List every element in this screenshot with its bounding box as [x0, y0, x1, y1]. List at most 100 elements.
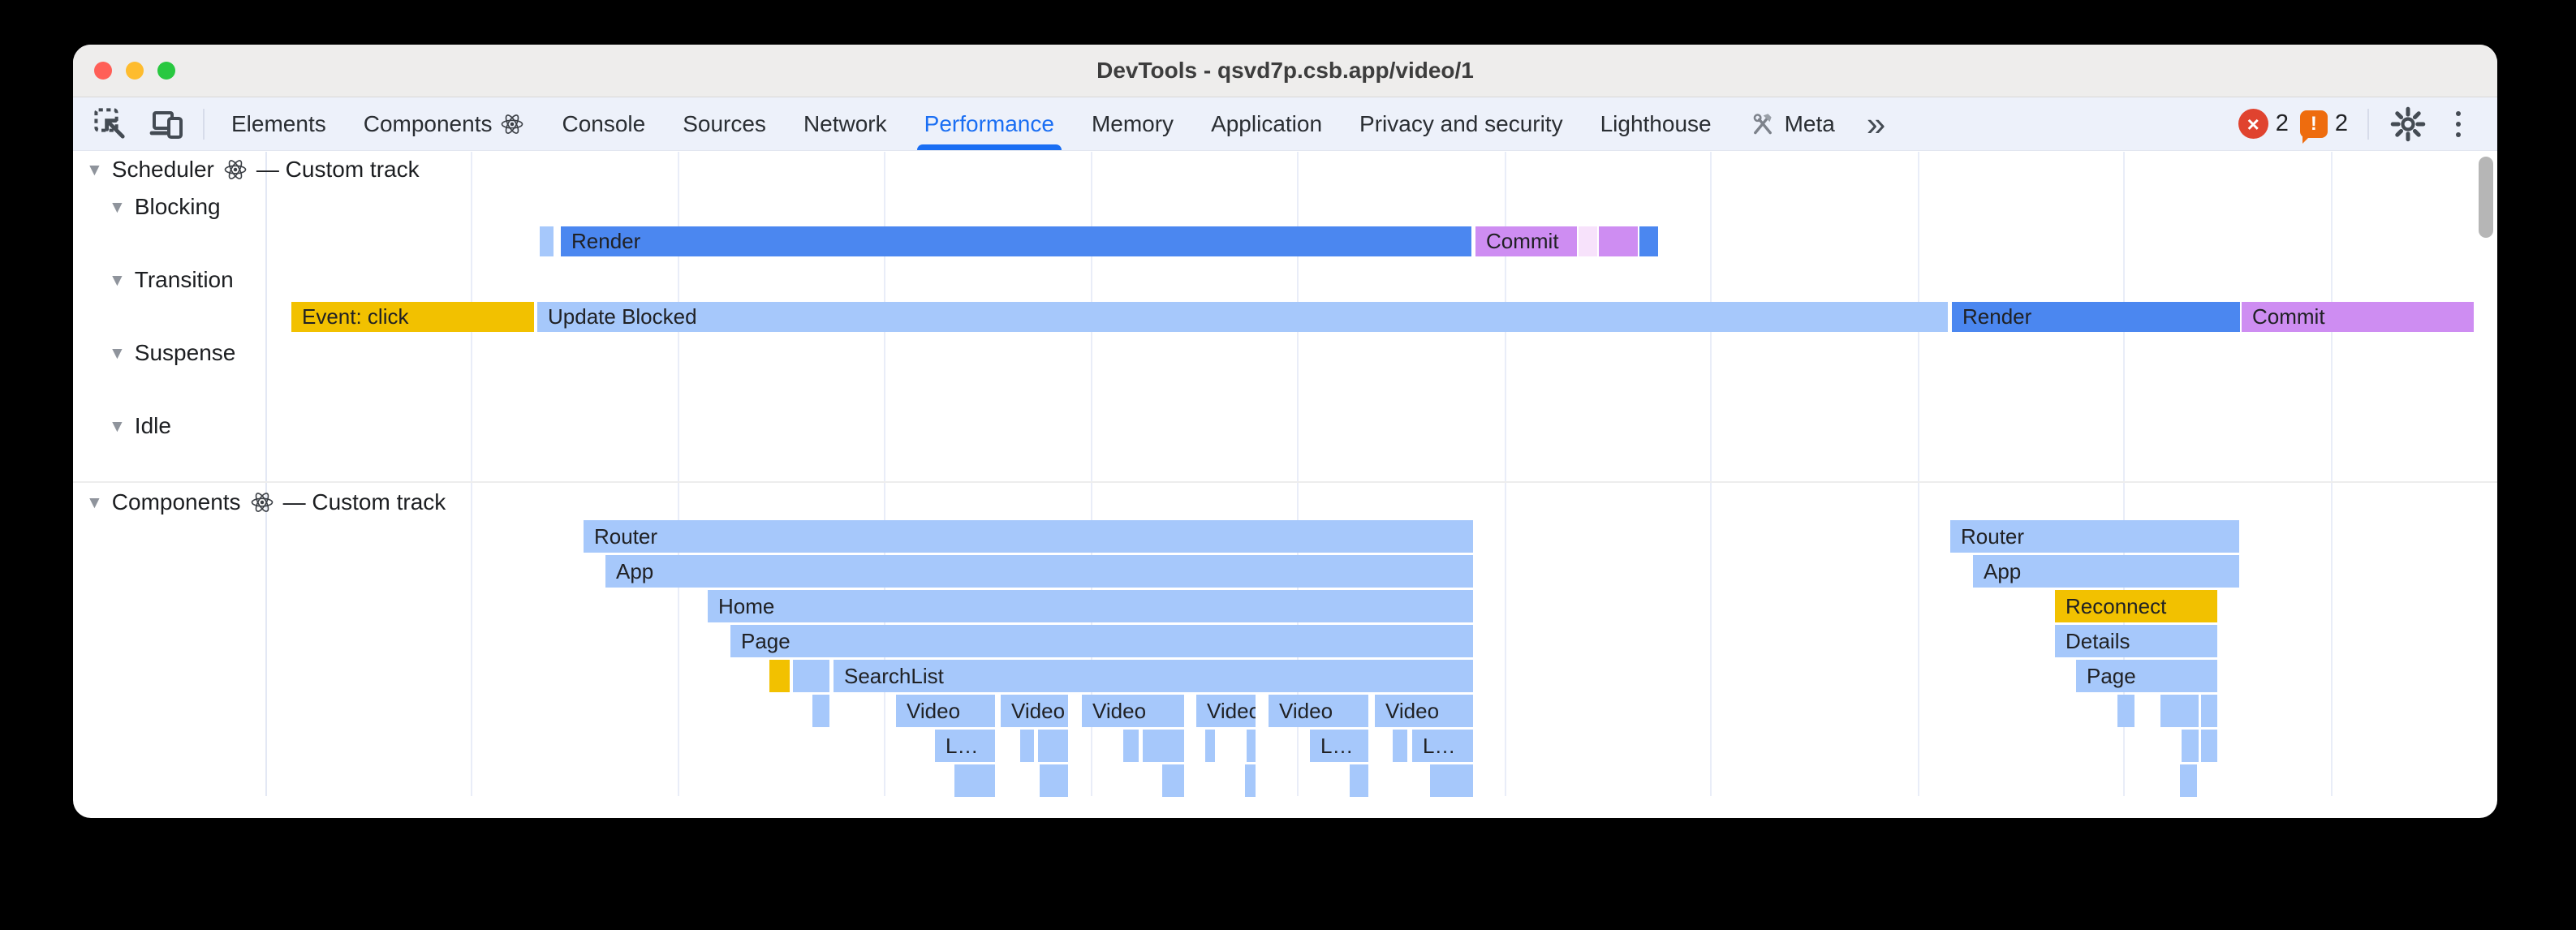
flame-bar[interactable]	[954, 764, 997, 797]
minimize-button[interactable]	[126, 62, 144, 80]
flame-bar[interactable]	[1038, 730, 1070, 762]
flame-bar-video[interactable]: Video	[1196, 695, 1257, 727]
flame-bar-searchlist[interactable]: SearchList	[834, 660, 1475, 692]
flame-bar[interactable]	[1599, 226, 1639, 256]
flame-bar[interactable]	[2180, 764, 2199, 797]
flame-bar[interactable]	[1162, 764, 1186, 797]
zoom-button[interactable]	[157, 62, 175, 80]
flame-bar-router[interactable]: Router	[584, 520, 1475, 553]
timeline-gridline	[1710, 152, 1712, 796]
error-badge[interactable]: × 2	[2238, 109, 2289, 139]
hammer-wrench-icon	[1753, 113, 1772, 134]
flame-bar[interactable]	[2160, 695, 2200, 727]
flame-bar-reconnect[interactable]: Reconnect	[2055, 590, 2219, 622]
flame-bar[interactable]	[1430, 764, 1475, 797]
flame-bar[interactable]	[812, 695, 831, 727]
track-label-text: Idle	[134, 413, 171, 438]
more-tabs-icon[interactable]: »	[1866, 104, 1886, 143]
tab-components[interactable]: Components	[345, 97, 544, 150]
flame-bar[interactable]	[793, 660, 831, 692]
flame-bar[interactable]	[1639, 226, 1660, 256]
track-label-idle[interactable]: ▼ Idle	[109, 413, 171, 439]
flame-bar-l-[interactable]: L…	[1310, 730, 1370, 762]
flame-bar-video[interactable]: Video	[1001, 695, 1070, 727]
flame-bar-render[interactable]: Render	[561, 226, 1473, 256]
flame-bar[interactable]	[1123, 730, 1140, 762]
tab-application[interactable]: Application	[1192, 97, 1341, 150]
flame-bar-label: Render	[1962, 304, 2032, 329]
flame-bar[interactable]	[1393, 730, 1409, 762]
flame-bar-page[interactable]: Page	[730, 625, 1475, 657]
flame-bar[interactable]	[1579, 226, 1599, 256]
device-toolbar-icon[interactable]	[148, 105, 187, 144]
flame-bar[interactable]	[1020, 730, 1036, 762]
devtools-window: DevTools - qsvd7p.csb.app/video/1 Elemen…	[73, 45, 2497, 818]
flame-bar-app[interactable]: App	[1973, 555, 2241, 588]
tab-label: Sources	[683, 110, 766, 136]
flame-bar-event-click[interactable]: Event: click	[291, 302, 536, 332]
collapse-triangle-icon[interactable]: ▼	[86, 160, 103, 179]
flame-bar[interactable]	[2117, 695, 2136, 727]
collapse-triangle-icon[interactable]: ▼	[86, 493, 103, 512]
tab-label: Elements	[231, 110, 326, 136]
flame-bar-l-[interactable]: L…	[1412, 730, 1475, 762]
flame-bar[interactable]	[1350, 764, 1370, 797]
flame-bar-video[interactable]: Video	[1269, 695, 1370, 727]
flame-bar-update-blocked[interactable]: Update Blocked	[537, 302, 1949, 332]
flame-bar[interactable]	[1143, 730, 1186, 762]
collapse-triangle-icon[interactable]: ▼	[109, 270, 126, 290]
flame-bar-router[interactable]: Router	[1950, 520, 2241, 553]
track-sidebar-divider	[265, 152, 267, 796]
flame-bar-label: Video	[907, 698, 961, 723]
flame-bar[interactable]	[1245, 764, 1257, 797]
tab-memory[interactable]: Memory	[1073, 97, 1192, 150]
tab-lighthouse[interactable]: Lighthouse	[1582, 97, 1730, 150]
tab-elements[interactable]: Elements	[213, 97, 345, 150]
settings-gear-icon[interactable]	[2389, 105, 2427, 144]
flame-bar[interactable]	[1040, 764, 1070, 797]
flame-bar[interactable]	[769, 660, 791, 692]
flame-bar[interactable]	[2201, 695, 2219, 727]
flame-bar-home[interactable]: Home	[708, 590, 1475, 622]
track-label-scheduler[interactable]: ▼ Scheduler — Custom track	[86, 157, 420, 183]
flame-bar[interactable]	[540, 226, 555, 256]
collapse-triangle-icon[interactable]: ▼	[109, 197, 126, 217]
tab-console[interactable]: Console	[543, 97, 664, 150]
flame-bar-page[interactable]: Page	[2076, 660, 2219, 692]
flame-bar-commit[interactable]: Commit	[1475, 226, 1579, 256]
tab-meta[interactable]: Meta	[1730, 97, 1854, 150]
scrollbar-thumb[interactable]	[2479, 157, 2493, 238]
flame-bar[interactable]	[1247, 730, 1257, 762]
track-label-text: Components	[111, 489, 241, 515]
flame-bar-l-[interactable]: L…	[935, 730, 997, 762]
tab-sources[interactable]: Sources	[664, 97, 785, 150]
flame-bar-video[interactable]: Video	[1082, 695, 1186, 727]
flame-bar-label: Reconnect	[2066, 593, 2167, 618]
tab-performance[interactable]: Performance	[906, 97, 1073, 150]
flame-bar[interactable]	[2182, 730, 2200, 762]
performance-flame-chart[interactable]: ▼ Scheduler — Custom track ▼ Blocking ▼ Trans…	[73, 152, 2497, 797]
flame-bar-video[interactable]: Video	[896, 695, 997, 727]
track-label-components[interactable]: ▼ Components — Custom track	[86, 489, 446, 515]
track-label-transition[interactable]: ▼ Transition	[109, 267, 234, 293]
warning-badge[interactable]: ! 2	[2299, 110, 2348, 144]
flame-bar-details[interactable]: Details	[2055, 625, 2219, 657]
error-icon: ×	[2238, 109, 2268, 139]
flame-bar-video[interactable]: Video	[1375, 695, 1475, 727]
flame-bar[interactable]	[2201, 730, 2219, 762]
collapse-triangle-icon[interactable]: ▼	[109, 416, 126, 436]
close-button[interactable]	[94, 62, 112, 80]
tab-network[interactable]: Network	[785, 97, 906, 150]
inspect-element-icon[interactable]	[91, 105, 130, 144]
flame-bar-commit[interactable]: Commit	[2242, 302, 2475, 332]
tab-label: Meta	[1784, 110, 1835, 136]
flame-bar-label: Video	[1092, 698, 1147, 723]
collapse-triangle-icon[interactable]: ▼	[109, 343, 126, 363]
kebab-menu-icon[interactable]	[2439, 105, 2478, 144]
flame-bar-app[interactable]: App	[605, 555, 1475, 588]
flame-bar-render[interactable]: Render	[1952, 302, 2242, 332]
track-label-suspense[interactable]: ▼ Suspense	[109, 340, 235, 366]
tab-privacy-and-security[interactable]: Privacy and security	[1341, 97, 1582, 150]
flame-bar[interactable]	[1205, 730, 1217, 762]
track-label-blocking[interactable]: ▼ Blocking	[109, 194, 221, 220]
